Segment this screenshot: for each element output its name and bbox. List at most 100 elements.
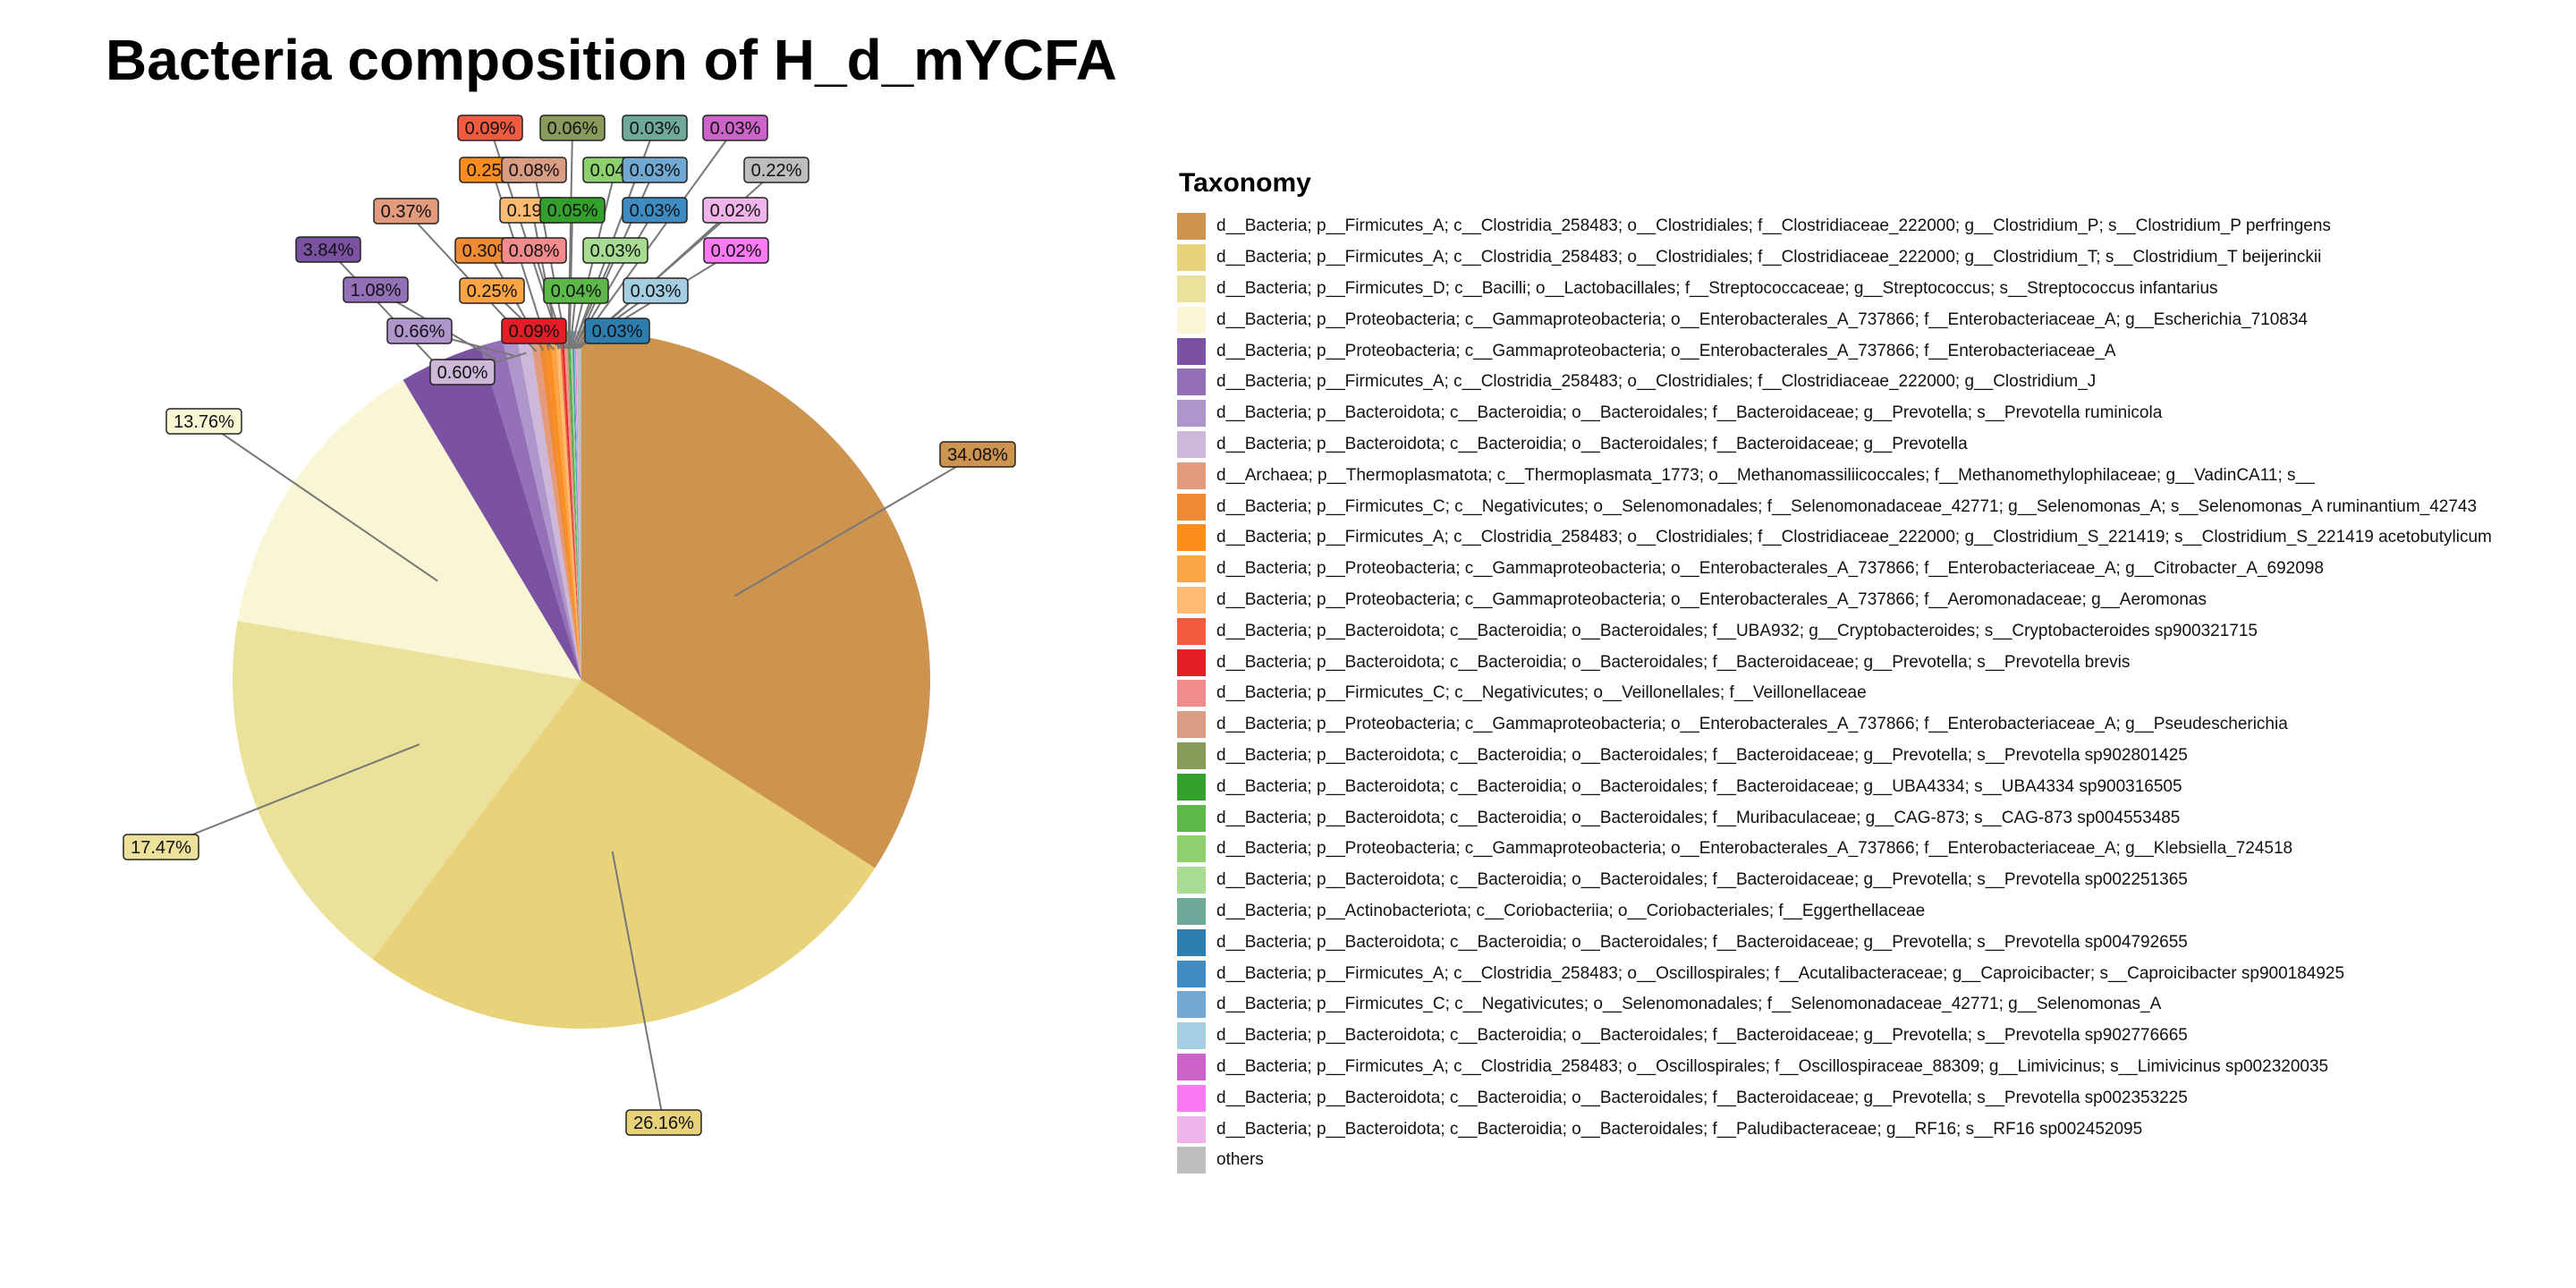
svg-text:0.37%: 0.37% [381, 202, 432, 222]
legend-item: d__Bacteria; p__Bacteroidota; c__Bactero… [1177, 647, 2492, 678]
legend-label: d__Bacteria; p__Actinobacteriota; c__Cor… [1216, 901, 1926, 920]
pie-slice [568, 331, 581, 680]
svg-text:34.08%: 34.08% [947, 445, 1008, 465]
legend-item: d__Bacteria; p__Firmicutes_A; c__Clostri… [1177, 367, 2492, 398]
svg-text:13.76%: 13.76% [174, 412, 234, 432]
pie-slice [575, 331, 581, 680]
legend-item: d__Bacteria; p__Bacteroidota; c__Bactero… [1177, 1082, 2492, 1114]
legend-key [1177, 1147, 1206, 1174]
pie-slice [569, 331, 581, 680]
legend-label: d__Bacteria; p__Bacteroidota; c__Bactero… [1216, 870, 2188, 890]
legend-label: d__Bacteria; p__Bacteroidota; c__Bactero… [1216, 621, 2258, 640]
legend-label: d__Bacteria; p__Proteobacteria; c__Gamma… [1216, 589, 2207, 609]
legend-item: d__Bacteria; p__Firmicutes_A; c__Clostri… [1177, 242, 2492, 274]
slice-label: 0.60% [429, 359, 496, 386]
pie-slice [233, 621, 581, 960]
legend-item: d__Bacteria; p__Bacteroidota; c__Bactero… [1177, 741, 2492, 772]
legend-item: d__Bacteria; p__Proteobacteria; c__Gamma… [1177, 709, 2492, 741]
pie-slice [572, 331, 581, 680]
leader-line [574, 127, 736, 350]
svg-text:0.05%: 0.05% [547, 201, 598, 221]
svg-text:3.84%: 3.84% [303, 241, 354, 260]
pie-slice [566, 331, 581, 680]
svg-text:0.03%: 0.03% [630, 161, 681, 181]
pie-slice [581, 331, 931, 869]
pie-slice [538, 333, 581, 680]
slice-label: 0.08% [501, 157, 567, 183]
pie-slice [372, 680, 876, 1030]
legend-item: d__Archaea; p__Thermoplasmatota; c__Ther… [1177, 460, 2492, 491]
slice-label: 0.09% [501, 318, 567, 344]
legend-key [1177, 897, 1206, 925]
legend-key [1177, 711, 1206, 739]
svg-text:0.03%: 0.03% [710, 119, 761, 139]
legend-label: d__Bacteria; p__Proteobacteria; c__Gamma… [1216, 309, 2308, 329]
legend-key [1177, 586, 1206, 614]
legend-label: d__Bacteria; p__Bacteroidota; c__Bactero… [1216, 1026, 2188, 1046]
legend-label: d__Bacteria; p__Proteobacteria; c__Gamma… [1216, 559, 2324, 579]
legend-key [1177, 680, 1206, 708]
slice-label: 0.03% [622, 114, 688, 141]
legend-label: d__Bacteria; p__Firmicutes_C; c__Negativ… [1216, 496, 2478, 516]
legend-label: d__Bacteria; p__Firmicutes_A; c__Clostri… [1216, 1056, 2329, 1076]
svg-text:0.03%: 0.03% [630, 119, 681, 139]
legend-label: d__Bacteria; p__Bacteroidota; c__Bactero… [1216, 776, 2182, 796]
pie-slice [555, 331, 581, 680]
pie-slice [530, 334, 581, 680]
legend-title: Taxonomy [1179, 168, 1311, 198]
svg-text:0.25%: 0.25% [467, 282, 518, 301]
pie-slice [559, 331, 581, 680]
pie-slice [549, 332, 581, 680]
svg-text:0.04%: 0.04% [551, 282, 602, 301]
legend-label: d__Bacteria; p__Proteobacteria; c__Gamma… [1216, 715, 2288, 734]
slice-label: 26.16% [625, 1109, 702, 1136]
legend-item: d__Bacteria; p__Proteobacteria; c__Gamma… [1177, 304, 2492, 335]
pie-slice [572, 331, 581, 680]
legend-label: d__Bacteria; p__Firmicutes_A; c__Clostri… [1216, 963, 2345, 983]
legend-item: d__Bacteria; p__Bacteroidota; c__Bactero… [1177, 429, 2492, 461]
legend-key [1177, 213, 1206, 241]
legend-key [1177, 1022, 1206, 1050]
legend-item: d__Bacteria; p__Bacteroidota; c__Bactero… [1177, 927, 2492, 958]
pie-slice [561, 331, 581, 680]
legend-label: d__Bacteria; p__Bacteroidota; c__Bactero… [1216, 1119, 2143, 1139]
pie-slice [479, 340, 581, 680]
pie-slice [574, 331, 581, 680]
pie-slice [237, 379, 581, 680]
leader-line [160, 743, 420, 848]
leader-line [567, 127, 573, 349]
slice-label: 3.84% [295, 236, 361, 263]
legend-label: d__Bacteria; p__Bacteroidota; c__Bactero… [1216, 932, 2188, 952]
svg-text:0.30%: 0.30% [462, 242, 513, 261]
legend-key [1177, 306, 1206, 334]
slice-label: 0.05% [539, 197, 606, 224]
pie-slice [576, 331, 581, 680]
slice-label: 0.03% [702, 114, 768, 141]
pie-slice [516, 335, 581, 680]
legend-key [1177, 462, 1206, 489]
legend-item: d__Bacteria; p__Firmicutes_C; c__Negativ… [1177, 491, 2492, 522]
legend-label: d__Bacteria; p__Firmicutes_C; c__Negativ… [1216, 683, 1867, 703]
legend-item: d__Bacteria; p__Bacteroidota; c__Bactero… [1177, 615, 2492, 647]
legend-label: d__Bacteria; p__Firmicutes_D; c__Bacilli… [1216, 278, 2218, 298]
slice-label: 0.09% [457, 114, 523, 141]
legend-key [1177, 928, 1206, 956]
svg-text:0.66%: 0.66% [394, 322, 445, 342]
leader-line [611, 851, 665, 1123]
legend-item: d__Bacteria; p__Bacteroidota; c__Bactero… [1177, 802, 2492, 834]
legend-key [1177, 555, 1206, 583]
pie-slice [402, 345, 581, 680]
svg-text:0.06%: 0.06% [547, 119, 598, 139]
legend-label: d__Bacteria; p__Firmicutes_A; c__Clostri… [1216, 216, 2331, 236]
legend-item: d__Bacteria; p__Proteobacteria; c__Gamma… [1177, 335, 2492, 367]
pie-slice [563, 331, 581, 680]
legend-item: d__Bacteria; p__Firmicutes_A; c__Clostri… [1177, 211, 2492, 242]
legend-label: d__Archaea; p__Thermoplasmatota; c__Ther… [1216, 465, 2315, 485]
legend-label: d__Bacteria; p__Bacteroidota; c__Bactero… [1216, 808, 2181, 827]
legend-label: d__Bacteria; p__Proteobacteria; c__Gamma… [1216, 341, 2116, 360]
chart-title: Bacteria composition of H_d_mYCFA [106, 28, 1117, 92]
slice-label: 0.03% [623, 277, 689, 304]
pie-slice [576, 331, 581, 680]
pie-slice [564, 331, 581, 680]
svg-text:0.08%: 0.08% [509, 161, 560, 181]
